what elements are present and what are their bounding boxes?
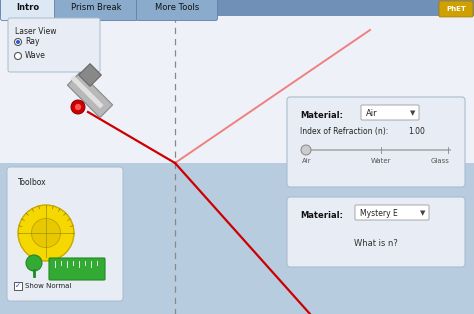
Text: More Tools: More Tools <box>155 3 199 13</box>
FancyBboxPatch shape <box>8 18 100 72</box>
Text: Index of Refraction (n):: Index of Refraction (n): <box>300 127 388 136</box>
Text: Mystery E: Mystery E <box>360 208 398 218</box>
Text: Show Normal: Show Normal <box>25 283 72 289</box>
Circle shape <box>18 205 74 261</box>
FancyBboxPatch shape <box>0 0 55 20</box>
FancyBboxPatch shape <box>287 197 465 267</box>
Text: ▼: ▼ <box>410 110 415 116</box>
Polygon shape <box>67 72 113 118</box>
Bar <box>0 0 474 16</box>
FancyBboxPatch shape <box>137 0 218 20</box>
FancyBboxPatch shape <box>355 205 429 220</box>
Circle shape <box>15 52 21 59</box>
Circle shape <box>15 39 21 46</box>
Text: Laser View: Laser View <box>15 27 56 36</box>
Text: Prism Break: Prism Break <box>71 3 121 13</box>
FancyBboxPatch shape <box>55 0 137 20</box>
Text: ✓: ✓ <box>15 283 21 289</box>
Bar <box>14 282 22 290</box>
Circle shape <box>301 145 311 155</box>
FancyBboxPatch shape <box>287 97 465 187</box>
FancyBboxPatch shape <box>49 258 105 280</box>
Circle shape <box>16 40 20 44</box>
Circle shape <box>26 255 42 271</box>
Text: Material:: Material: <box>300 211 343 220</box>
FancyBboxPatch shape <box>439 1 473 17</box>
Circle shape <box>31 219 61 247</box>
Text: Toolbox: Toolbox <box>18 178 46 187</box>
Text: Air: Air <box>366 109 378 117</box>
Text: Ray: Ray <box>25 37 39 46</box>
Text: Water: Water <box>371 158 391 164</box>
Text: What is n?: What is n? <box>354 240 398 248</box>
Text: ▼: ▼ <box>420 210 425 216</box>
FancyBboxPatch shape <box>7 167 123 301</box>
Text: PhET: PhET <box>446 6 466 12</box>
Text: Intro: Intro <box>17 3 39 13</box>
Text: Glass: Glass <box>431 158 450 164</box>
Text: 1.00: 1.00 <box>408 127 425 136</box>
Polygon shape <box>79 64 101 86</box>
Circle shape <box>75 104 81 110</box>
Text: Material:: Material: <box>300 111 343 120</box>
Polygon shape <box>70 75 104 109</box>
Text: Air: Air <box>302 158 311 164</box>
Bar <box>0 163 474 314</box>
FancyBboxPatch shape <box>361 105 419 120</box>
Text: Wave: Wave <box>25 51 46 61</box>
Bar <box>0 16 474 163</box>
Circle shape <box>71 100 85 114</box>
